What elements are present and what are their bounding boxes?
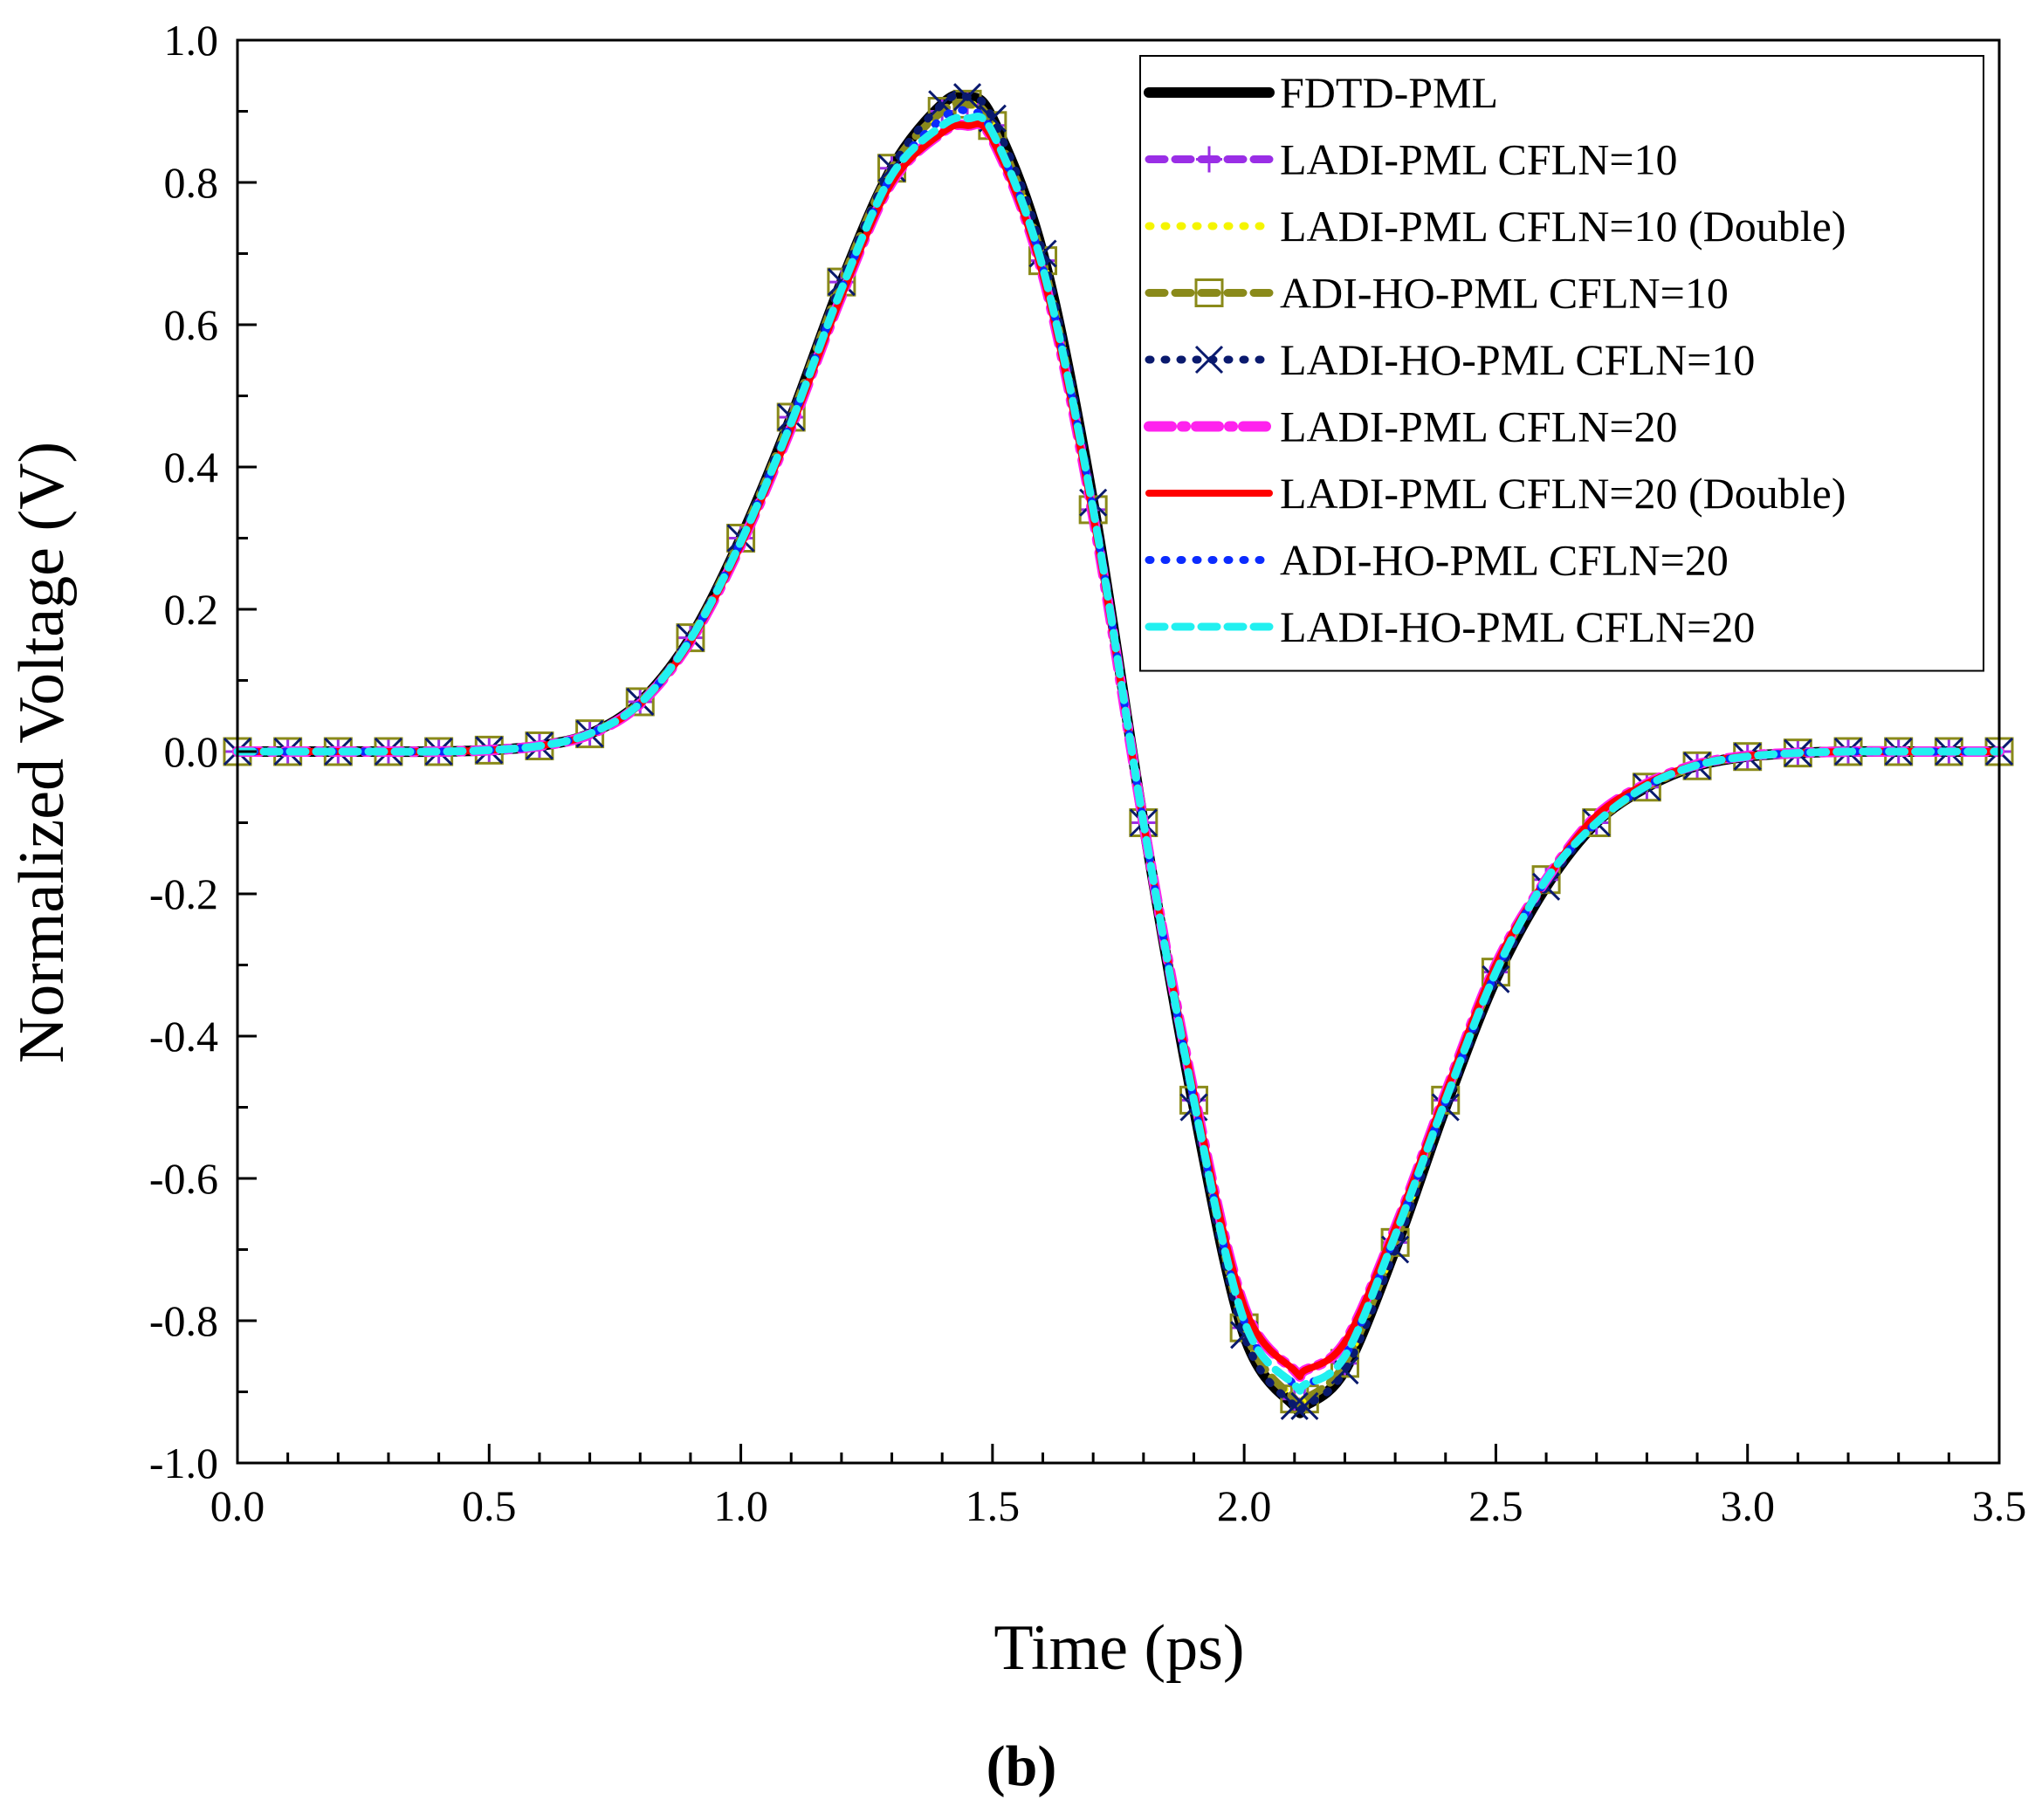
legend-label-2: LADI-PML CFLN=10	[1280, 135, 1678, 184]
y-axis-title: Normalized Voltage (V)	[6, 442, 78, 1063]
legend-label-7: LADI-PML CFLN=20 (Double)	[1280, 469, 1846, 518]
legend-label-8: ADI-HO-PML CFLN=20	[1280, 536, 1729, 585]
figure-label: (b)	[987, 1734, 1057, 1798]
series-4-point	[625, 687, 655, 717]
legend-marker-2	[1196, 146, 1222, 173]
figure-label-letter: b	[1006, 1734, 1038, 1798]
y-tick-label: 0.6	[164, 300, 219, 349]
x-tick-label: 0.0	[210, 1481, 265, 1530]
legend-label-6: LADI-PML CFLN=20	[1280, 402, 1678, 451]
x-tick-label: 1.0	[713, 1481, 768, 1530]
y-tick-label: 0.8	[164, 158, 219, 207]
legend-marker-5	[1194, 345, 1224, 374]
figure-label-close: )	[1037, 1734, 1056, 1798]
series-layer	[223, 83, 2014, 1420]
legend: FDTD-PML LADI-PML CFLN=10 LADI-PML CFLN=10…	[1139, 55, 1984, 672]
legend-marker-4	[1194, 278, 1224, 307]
x-tick-label: 0.5	[462, 1481, 517, 1530]
x-tick-label: 2.5	[1468, 1481, 1523, 1530]
y-tick-label: 0.4	[164, 443, 219, 491]
legend-label-4: ADI-HO-PML CFLN=10	[1280, 269, 1729, 318]
y-tick-label: 1.0	[164, 16, 219, 65]
series-5-point	[1330, 1356, 1359, 1385]
series-5-point	[1290, 1391, 1319, 1420]
legend-label-3: LADI-PML CFLN=10 (Double)	[1280, 202, 1846, 251]
legend-label-9: LADI-HO-PML CFLN=20	[1280, 602, 1755, 651]
y-tick-label: -1.0	[149, 1439, 218, 1487]
y-tick-label: 0.2	[164, 585, 219, 634]
series-5-point	[1280, 1391, 1309, 1420]
y-tick-label: -0.2	[149, 869, 218, 918]
legend-label-1: FDTD-PML	[1280, 68, 1498, 117]
x-axis-title: Time (ps)	[993, 1612, 1244, 1684]
y-tick-label: 0.0	[164, 727, 219, 776]
x-tick-label: 1.5	[966, 1481, 1021, 1530]
series-5-point	[952, 83, 982, 112]
x-tick-label: 3.0	[1720, 1481, 1775, 1530]
series-line-9	[233, 113, 2004, 1395]
x-tick-label: 2.0	[1217, 1481, 1272, 1530]
y-tick-label: -0.8	[149, 1296, 218, 1345]
y-tick-label: -0.6	[149, 1154, 218, 1203]
legend-label-5: LADI-HO-PML CFLN=10	[1280, 335, 1755, 384]
legend-box	[1139, 55, 1984, 672]
axis-layer: 0.0 0.5 1.0 1.5 2.0 2.5 3.0 3.5 -1.0 -0.8 -0.6 -0.4…	[149, 16, 2026, 1530]
figure-label-open: (	[987, 1734, 1006, 1798]
y-tick-label: -0.4	[149, 1012, 218, 1061]
x-tick-label: 3.5	[1972, 1481, 2027, 1530]
